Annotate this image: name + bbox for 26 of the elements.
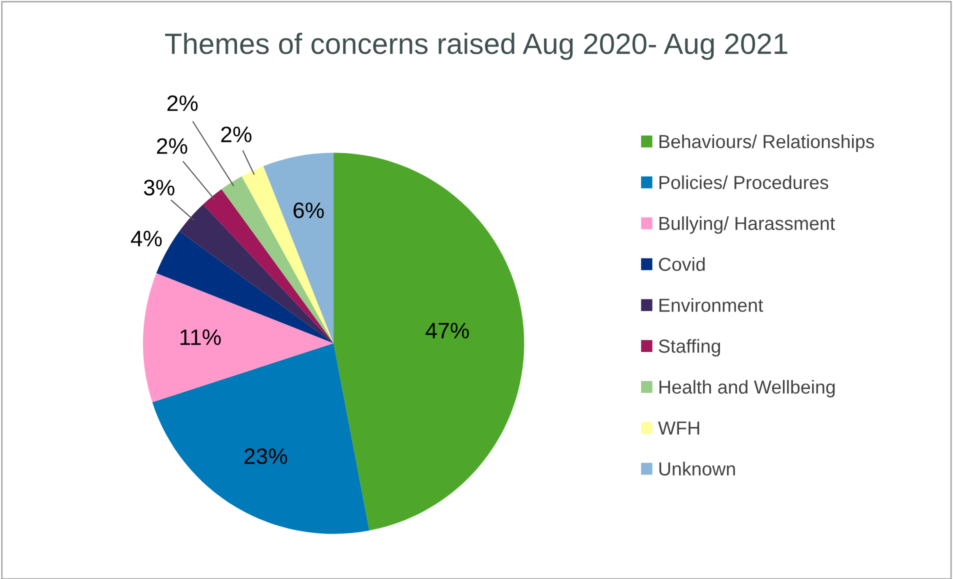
pie-slice xyxy=(179,204,334,344)
data-label: 2% xyxy=(221,126,252,142)
data-label: 23% xyxy=(244,448,288,464)
pie-slice xyxy=(222,176,334,344)
legend-label: Behaviours/ Relationships xyxy=(660,134,874,152)
pie-slice xyxy=(242,166,334,344)
data-label: 47% xyxy=(426,322,469,338)
legend-label: Health and Wellbeing xyxy=(660,380,835,398)
legend-label: Unknown xyxy=(659,462,735,476)
data-label: 11% xyxy=(180,329,221,345)
legend-label: Policies/ Procedures xyxy=(660,175,828,190)
legend-label: WFH xyxy=(658,422,700,434)
data-label: 3% xyxy=(144,180,174,196)
pie-slice xyxy=(152,343,370,534)
data-label: 6% xyxy=(294,202,324,218)
pie-slice xyxy=(263,152,334,344)
legend-label: Bullying/ Harassment xyxy=(660,216,835,234)
data-label: 2% xyxy=(157,138,188,154)
legend-label: Covid xyxy=(658,257,705,271)
chart-title: Themes of concerns raised Aug 2020- Aug 2021 xyxy=(165,32,788,60)
legend-label: Staffing xyxy=(658,339,720,357)
data-label: 4% xyxy=(130,230,162,246)
data-label: 2% xyxy=(167,95,198,112)
legend-label: Environment xyxy=(660,298,764,312)
pie-slice xyxy=(142,273,334,402)
pie-slice xyxy=(334,152,524,531)
